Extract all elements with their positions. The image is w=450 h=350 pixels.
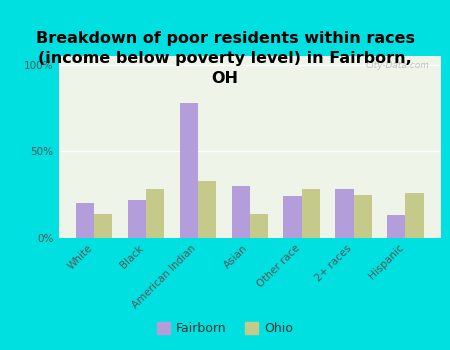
Bar xyxy=(94,214,112,238)
Bar xyxy=(284,196,302,238)
Bar xyxy=(198,181,216,238)
Bar xyxy=(232,186,250,238)
Legend: Fairborn, Ohio: Fairborn, Ohio xyxy=(152,317,298,340)
Bar xyxy=(387,216,405,238)
Bar xyxy=(302,189,320,238)
Bar xyxy=(76,203,94,238)
Bar xyxy=(180,103,198,238)
Bar xyxy=(335,189,354,238)
Bar xyxy=(405,193,423,238)
Bar xyxy=(128,200,146,238)
Bar xyxy=(250,214,268,238)
Bar xyxy=(354,195,372,238)
Bar xyxy=(146,189,164,238)
Text: City-Data.com: City-Data.com xyxy=(365,62,429,70)
Text: Breakdown of poor residents within races
(income below poverty level) in Fairbor: Breakdown of poor residents within races… xyxy=(36,32,414,86)
